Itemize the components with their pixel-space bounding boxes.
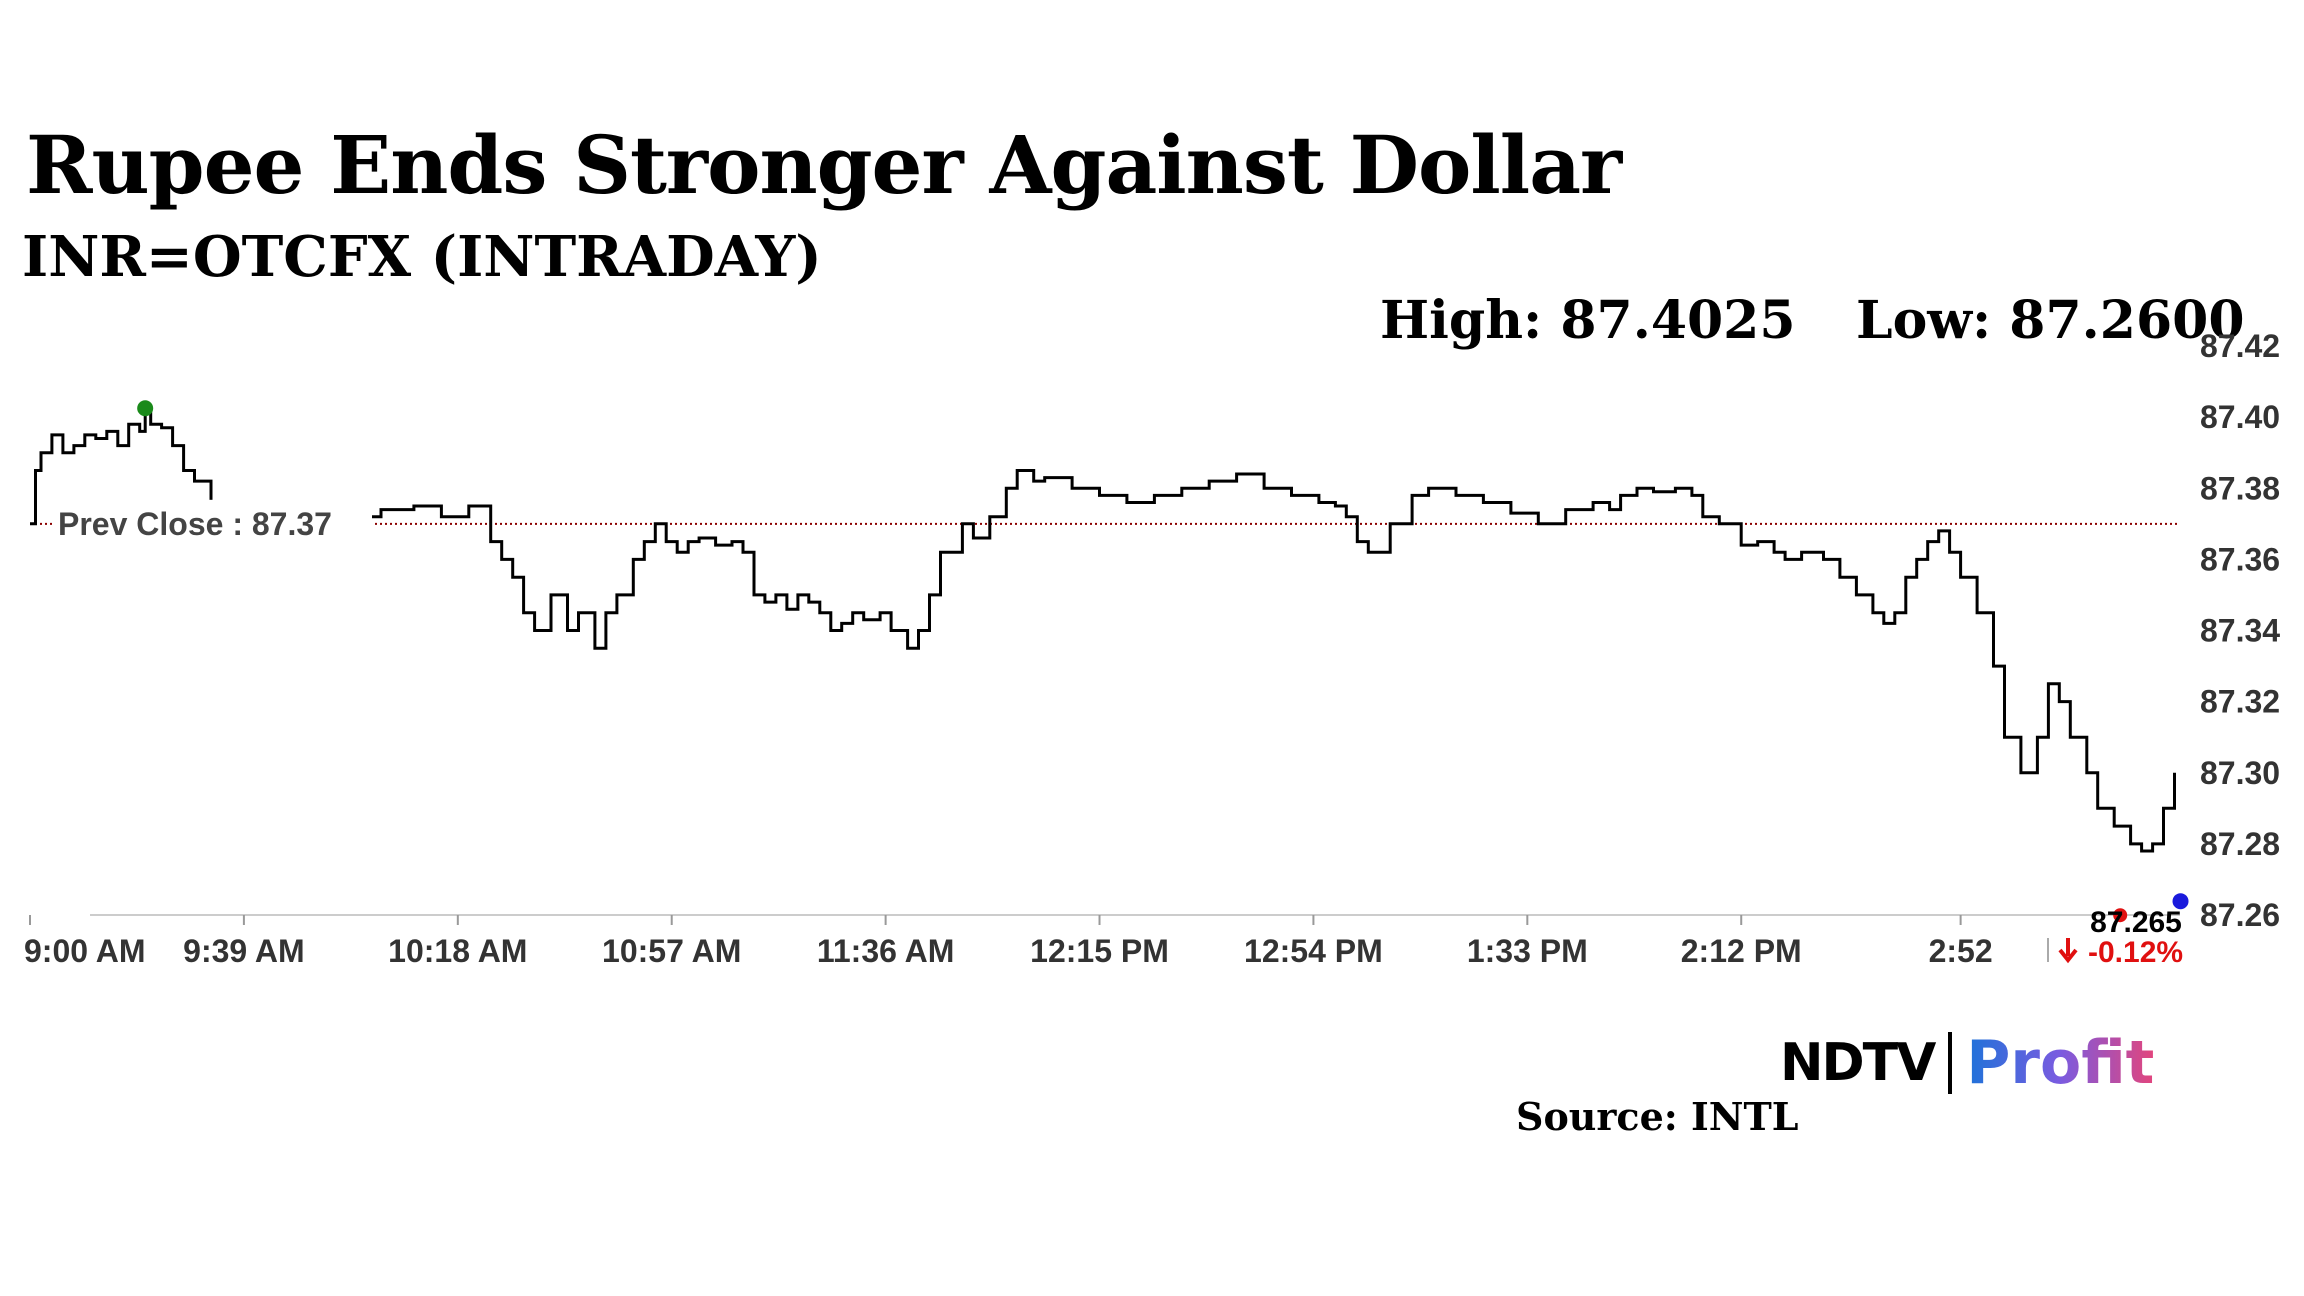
brand-ndtv-text: NDTV [1780, 1033, 1936, 1093]
x-tick-label: 12:54 PM [1244, 933, 1383, 969]
y-tick-label: 87.34 [2200, 613, 2280, 649]
low-marker [2113, 908, 2128, 923]
y-tick-label: 87.38 [2200, 470, 2280, 506]
prev-close-label-bg [52, 499, 372, 548]
y-tick-label: 87.30 [2200, 755, 2280, 791]
y-tick-label: 87.32 [2200, 684, 2280, 720]
x-tick-label: 2:12 PM [1681, 933, 1802, 969]
x-tick-label: 9:00 AM [24, 933, 146, 969]
x-tick-label: 11:36 AM [817, 933, 955, 969]
last-price-marker [2172, 893, 2189, 910]
chart-title: Rupee Ends Stronger Against Dollar [26, 118, 1622, 212]
x-tick-label: 12:15 PM [1030, 933, 1169, 969]
brand-profit-text: Profit [1966, 1028, 2155, 1098]
brand-logo: NDTV Profit [1780, 1028, 2180, 1098]
prev-close-label: Prev Close : 87.37 [58, 506, 332, 542]
x-tick-label: 10:18 AM [388, 933, 527, 969]
change-label: -0.12% [2088, 936, 2183, 969]
high-stat: High: 87.4025 [1380, 290, 1796, 351]
y-tick-label: 87.40 [2200, 399, 2280, 435]
price-series-line [30, 406, 2176, 853]
y-tick-label: 87.42 [2200, 328, 2280, 364]
y-tick-label: 87.36 [2200, 541, 2280, 577]
y-tick-label: 87.28 [2200, 826, 2280, 862]
high-marker [137, 400, 154, 417]
chart-subtitle: INR=OTCFX (INTRADAY) [22, 224, 822, 290]
x-tick-label: 9:39 AM [183, 933, 305, 969]
x-tick-label: 10:57 AM [602, 933, 741, 969]
source-label: Source: INTL [1516, 1094, 1799, 1139]
x-tick-label: 1:33 PM [1467, 933, 1588, 969]
last-value-label: 87.265 [2090, 906, 2182, 939]
down-arrow-icon [2058, 938, 2078, 964]
brand-divider [1948, 1032, 1953, 1094]
x-tick-label: 2:52 [1929, 933, 1993, 969]
low-stat: Low: 87.2600 [1856, 290, 2245, 351]
y-tick-label: 87.26 [2200, 897, 2280, 933]
